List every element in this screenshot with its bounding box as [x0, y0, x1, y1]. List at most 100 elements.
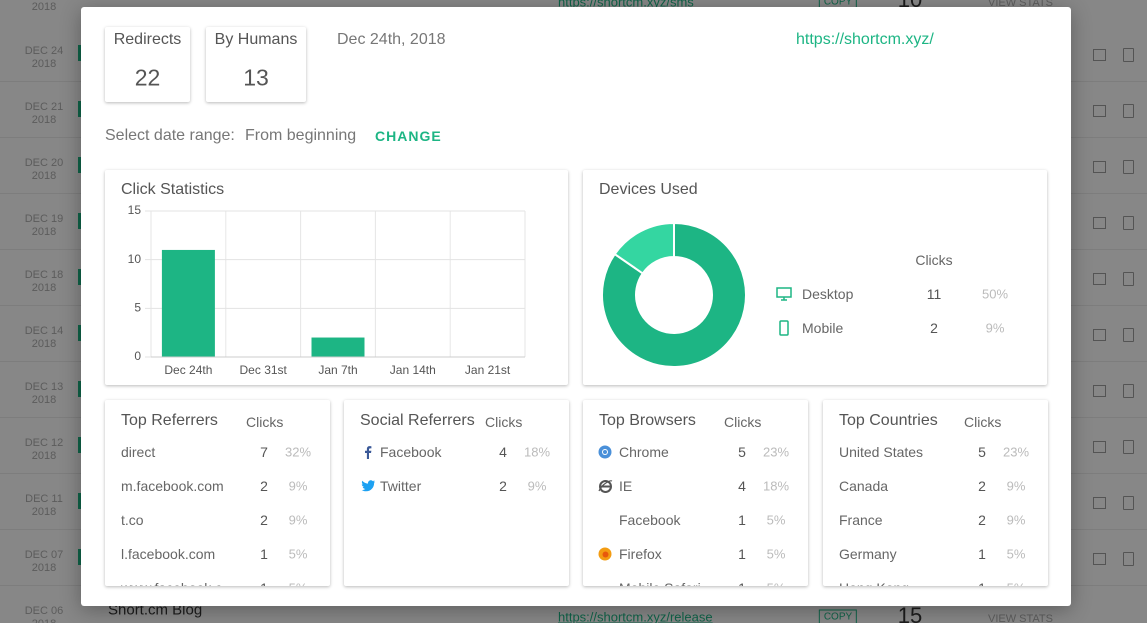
stat-box — [105, 27, 190, 102]
y-tick-label: 10 — [128, 252, 142, 266]
row-name: IE — [619, 478, 633, 494]
row-percent: 5% — [289, 581, 308, 587]
row-year: 2018 — [31, 1, 57, 13]
table-column-header: Clicks — [246, 414, 284, 430]
row-clicks: 1 — [738, 512, 746, 528]
row-clicks: 1 — [738, 580, 746, 586]
link-date: Dec 24th, 2018 — [337, 31, 446, 48]
archive-icon — [1093, 441, 1106, 453]
row-name: France — [839, 512, 883, 528]
date-range-value: From beginning — [245, 127, 357, 144]
x-tick-label: Dec 31st — [240, 363, 288, 377]
row-name: Canada — [839, 478, 889, 494]
table-column-header: Clicks — [485, 414, 523, 430]
archive-icon — [1093, 105, 1106, 117]
row-accent — [78, 213, 82, 229]
legend-clicks: 11 — [926, 286, 942, 302]
stat-value: 13 — [243, 64, 269, 91]
bar — [161, 249, 215, 357]
delete-icon — [1123, 384, 1134, 398]
row-percent: 9% — [527, 478, 547, 494]
legend-percent: 50% — [981, 286, 1009, 302]
row-year: 2018 — [31, 226, 57, 238]
row-clicks: 4 — [738, 478, 746, 494]
row-name: l.facebook.com — [121, 546, 216, 562]
table-title: Top Countries — [839, 412, 938, 429]
row-percent: 5% — [1006, 546, 1026, 562]
firefox-icon — [598, 547, 612, 561]
row-name: United States — [839, 444, 924, 460]
row-year: 2018 — [31, 394, 57, 406]
delete-icon — [1123, 272, 1134, 286]
row-percent: 9% — [1006, 478, 1026, 494]
row-percent: 9% — [1006, 512, 1026, 528]
short-url[interactable]: https://shortcm.xyz/ — [796, 31, 934, 48]
table-card: Social Referrers Clicks Facebook 4 18% Twitte… — [344, 400, 569, 586]
row-accent — [78, 45, 82, 61]
link-url: https://shortcm.xyz/release — [558, 609, 713, 623]
row-year: 2018 — [31, 170, 57, 182]
row-percent: 9% — [288, 478, 308, 494]
x-tick-label: Dec 24th — [164, 363, 212, 377]
stat-label: By Humans — [214, 31, 298, 48]
legend-clicks: 2 — [930, 320, 938, 336]
x-tick-label: Jan 7th — [318, 363, 357, 377]
row-name: Firefox — [619, 546, 662, 562]
row-percent: 5% — [766, 512, 786, 528]
row-accent — [78, 157, 82, 173]
legend-label: Mobile — [802, 320, 844, 336]
desktop-icon — [776, 287, 792, 301]
copy-button[interactable]: COPY — [818, 609, 858, 623]
delete-icon — [1123, 496, 1134, 510]
row-date: DEC 12 — [24, 437, 64, 449]
archive-icon — [1093, 273, 1106, 285]
row-year: 2018 — [31, 58, 57, 70]
view-stats[interactable]: VIEW STATS — [988, 613, 1053, 623]
row-year: 2018 — [31, 450, 57, 462]
chart-title: Click Statistics — [121, 181, 225, 198]
row-name: Facebook — [380, 444, 442, 460]
row-date: DEC 14 — [24, 325, 64, 337]
row-percent: 23% — [1002, 444, 1030, 460]
y-tick-label: 5 — [134, 301, 141, 315]
table-title: Top Browsers — [599, 412, 696, 429]
row-percent: 18% — [762, 478, 790, 494]
legend-label: Desktop — [802, 286, 854, 302]
view-stats[interactable]: VIEW STATS — [988, 0, 1053, 9]
row-clicks: 5 — [978, 444, 986, 460]
link-url: https://shortcm.xyz/sms — [558, 0, 694, 10]
row-year: 2018 — [31, 338, 57, 350]
delete-icon — [1123, 104, 1134, 118]
row-accent — [78, 101, 82, 117]
archive-icon — [1093, 161, 1106, 173]
row-date: DEC 06 — [24, 605, 64, 617]
archive-icon — [1093, 329, 1106, 341]
donut-slice — [601, 221, 747, 368]
row-clicks: 1 — [978, 580, 986, 586]
twitter-icon — [361, 480, 375, 492]
row-name: Twitter — [380, 478, 422, 494]
row-date: DEC 21 — [24, 101, 64, 113]
row-date: DEC 18 — [24, 269, 64, 281]
ie-icon — [598, 480, 613, 493]
row-date: DEC 20 — [24, 157, 64, 169]
archive-icon — [1093, 49, 1106, 61]
row-year: 2018 — [31, 282, 57, 294]
table-card: Top Countries Clicks United States 5 23% Cana… — [823, 400, 1048, 586]
row-name: m.facebook.com — [121, 478, 224, 494]
row-clicks: 4 — [499, 444, 507, 460]
row-date: DEC 11 — [25, 493, 63, 505]
delete-icon — [1123, 440, 1134, 454]
stat-value: 22 — [134, 64, 161, 91]
row-clicks: 2 — [260, 478, 268, 494]
row-clicks: 2 — [499, 478, 507, 494]
row-percent: 5% — [1007, 581, 1026, 587]
row-name: t.co — [121, 512, 144, 528]
row-name: Germany — [839, 546, 897, 562]
change-button[interactable]: CHANGE — [375, 128, 442, 144]
row-percent: 23% — [762, 444, 790, 460]
row-percent: 5% — [288, 546, 308, 562]
row-clicks: 1 — [738, 546, 746, 562]
delete-icon — [1123, 48, 1134, 62]
